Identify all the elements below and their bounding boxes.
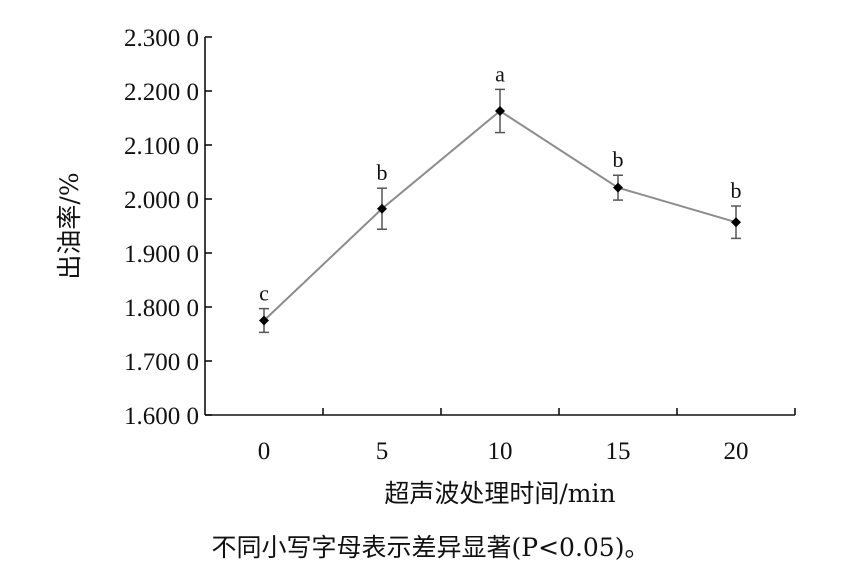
chart-axes [204,37,795,416]
x-axis-ticks: 0 5 10 15 20 [258,408,796,465]
significance-label: a [495,61,505,86]
x-tick-label: 15 [606,438,631,465]
y-tick-label: 2.200 0 [124,79,199,106]
x-tick-label: 0 [258,438,271,465]
significance-label: b [377,160,388,185]
data-point [495,105,505,116]
y-tick-label: 1.700 0 [124,349,199,376]
data-point [731,217,741,228]
significance-label: b [731,178,742,203]
y-tick-label: 1.900 0 [124,241,199,268]
x-tick-label: 20 [724,438,749,465]
data-point [613,182,623,193]
figure-caption: 不同小写字母表示差异显著(P<0.05)。 [211,533,650,562]
x-tick-label: 5 [376,438,389,465]
y-tick-label: 1.800 0 [124,295,199,322]
y-tick-label: 2.000 0 [124,187,199,214]
y-tick-label: 2.300 0 [124,25,199,52]
y-tick-label: 1.600 0 [124,403,199,430]
line-chart: 1.600 0 1.700 0 1.800 0 1.900 0 2.000 0 2.100… [55,25,796,508]
x-tick-label: 10 [488,438,513,465]
x-axis-title: 超声波处理时间/min [384,479,615,508]
significance-label: b [613,147,624,172]
significance-label: c [259,281,269,306]
data-series: c b a b b [259,61,742,334]
data-point [377,203,387,214]
y-tick-label: 2.100 0 [124,133,199,160]
y-axis-ticks: 1.600 0 1.700 0 1.800 0 1.900 0 2.000 0 2.100… [124,25,212,430]
y-axis-title: 出油率/% [55,172,84,279]
series-line [263,109,737,322]
data-point [259,315,269,326]
